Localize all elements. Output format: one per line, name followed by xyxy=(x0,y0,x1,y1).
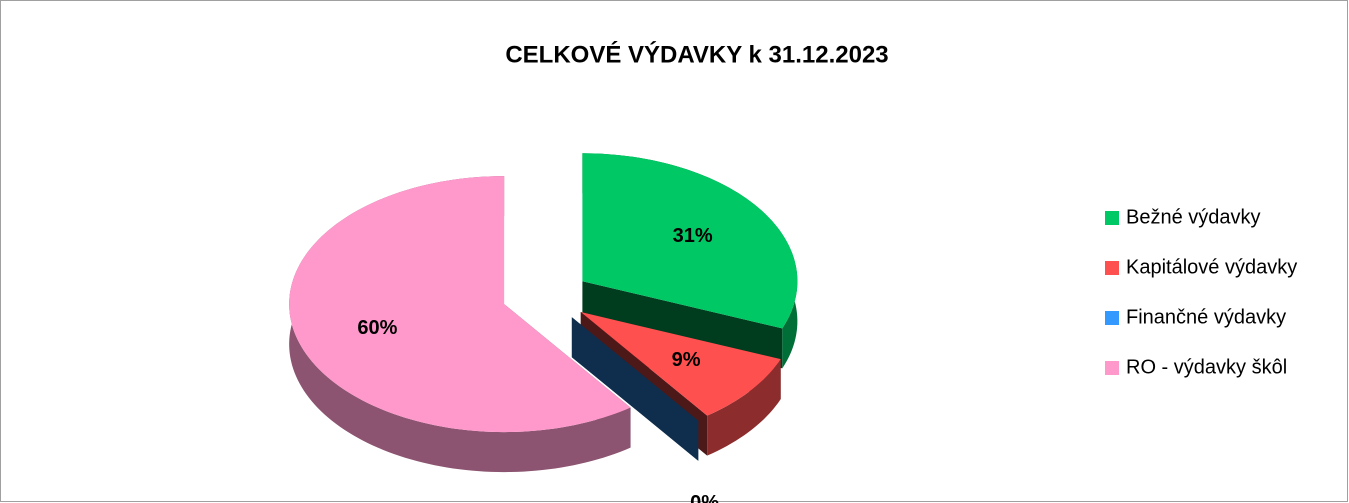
slice xyxy=(289,176,631,433)
legend-label: Finančné výdavky xyxy=(1126,306,1286,328)
pie-labels: 31% 9% 0% 60% xyxy=(357,225,719,503)
legend-swatch xyxy=(1105,211,1119,225)
data-label: 0% xyxy=(690,492,719,503)
slice xyxy=(580,312,781,416)
chart-title: CELKOVÉ VÝDAVKY k 31.12.2023 xyxy=(505,40,888,68)
legend-label: Kapitálové výdavky xyxy=(1126,256,1297,278)
legend-label: Bežné výdavky xyxy=(1126,206,1261,228)
legend-swatch xyxy=(1105,311,1119,325)
slice-side xyxy=(289,176,631,473)
data-label: 9% xyxy=(672,349,701,371)
data-label: 31% xyxy=(673,225,713,247)
data-label: 60% xyxy=(357,317,397,339)
legend-swatch xyxy=(1105,361,1119,375)
pie-tops xyxy=(289,153,798,433)
legend-swatch xyxy=(1105,261,1119,275)
slice-wall xyxy=(571,317,699,461)
slice xyxy=(582,153,798,329)
slice-wall xyxy=(582,281,783,369)
legend-label: RO - výdavky škôl xyxy=(1126,356,1287,378)
slice-side xyxy=(707,359,781,456)
